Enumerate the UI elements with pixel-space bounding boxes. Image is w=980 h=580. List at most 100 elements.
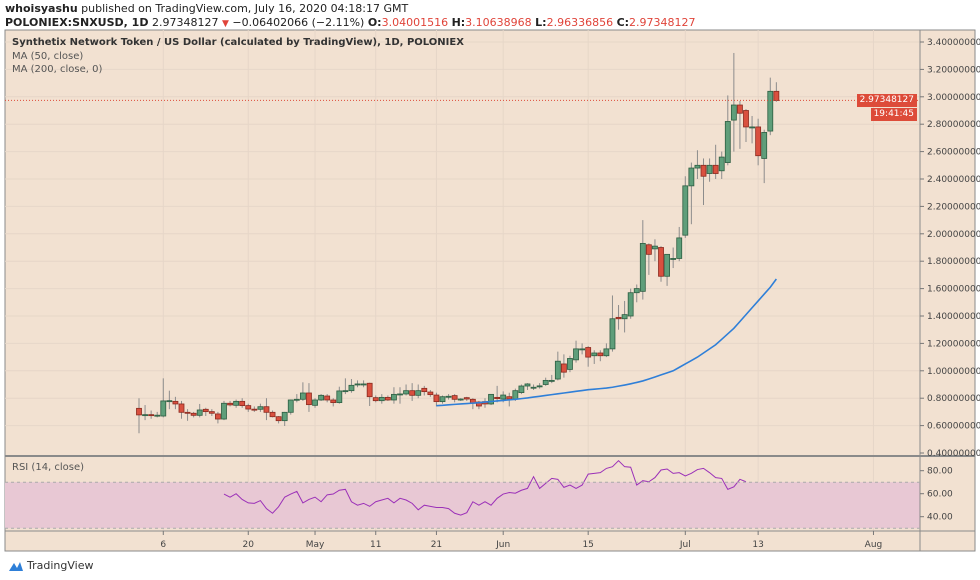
candle [664,253,670,286]
candle-body-up [154,414,161,417]
candle [269,410,276,418]
publish-info: whoisyashu published on TradingView.com,… [5,2,408,15]
candle-body-down [737,104,743,114]
candle-body-up [767,90,774,132]
candle-body-down [615,316,622,320]
candle [737,100,743,149]
author-name[interactable]: whoisyashu [5,2,78,15]
candle [633,284,640,303]
legend-ma50[interactable]: MA (50, close) [12,51,84,62]
open-label: O: [367,16,382,29]
time-tick-label: 20 [243,540,255,550]
candle [178,400,185,419]
time-tick-label: 11 [370,540,381,550]
price-tick-label: 1.80000000 [927,257,980,267]
high-label: H: [451,16,466,29]
legend-rsi[interactable]: RSI (14, close) [12,462,85,473]
candle [755,118,762,166]
candle-body-down [743,110,749,128]
candle-body-down [275,416,282,422]
candle [239,398,246,408]
candle-body-down [384,396,391,401]
candle [372,395,379,403]
candle-body-up [706,164,713,174]
candle [330,398,337,407]
main-pane-background [4,29,976,552]
publish-text: published on TradingView.com, July 16, 2… [81,2,409,15]
candle-body-up [354,383,361,386]
candle [154,411,161,418]
candle-body-down [190,412,197,416]
candle-body-down [306,392,312,406]
candle [542,377,549,386]
candle [215,411,221,424]
low-label: L: [535,16,547,29]
candle [148,410,155,419]
tradingview-logo[interactable]: TradingView [8,559,93,572]
candle [682,176,689,238]
time-tick-label: 21 [431,540,442,550]
candle [208,409,215,417]
candle [749,115,755,144]
candle [251,406,258,412]
candle-body-down [585,347,592,358]
candle-body-up [633,288,640,294]
candle-body-up [403,390,409,395]
candle-body-down [172,400,179,405]
price-tick-label: 2.80000000 [927,120,980,130]
rsi-line [223,459,747,516]
candle-body-up [682,185,689,236]
candle [287,399,294,415]
candle [245,403,252,412]
candle-body-up [676,237,683,259]
candle-body-up [312,399,318,406]
candle [445,394,452,400]
legend-ma200[interactable]: MA (200, close, 0) [12,64,103,75]
triangle-down-icon: ▼ [221,19,229,29]
candle-body-up [500,394,507,400]
brand-name: TradingView [27,559,94,572]
candle-body-up [281,411,288,422]
close-value: 2.97348127 [629,16,696,29]
candle-body-up [196,409,203,416]
candle [567,355,573,373]
candle [554,351,561,381]
price-tick-label: 2.40000000 [927,175,980,185]
candle [712,144,719,179]
candle-body-up [257,406,264,410]
candle [676,226,683,262]
candle-body-up [567,358,573,370]
candle-body-down [658,247,664,277]
candle-body-up [378,396,385,402]
candle-body-up [293,398,300,401]
candle-body-up [445,395,452,398]
candle-body-down [755,126,762,157]
candle-body-down [136,407,142,416]
candle-body-up [730,104,737,121]
candle [621,300,628,333]
candle-body-down [433,394,440,403]
time-tick-label: 13 [752,540,763,550]
price-tick-label: 0.80000000 [927,394,980,404]
time-tick-label: May [306,540,325,550]
candle-body-up [142,414,148,417]
candle [743,109,749,143]
candle-body-down [263,406,270,413]
candle [639,220,646,300]
candle-body-up [342,390,349,393]
candle [433,392,440,407]
candle [415,384,422,399]
candle [488,393,494,406]
candle-body-up [579,348,586,351]
candle-body-down [409,390,416,396]
candle [293,394,300,403]
time-tick-label: 15 [582,540,593,550]
candle [409,383,416,401]
candle-body-up [639,242,646,292]
price-tick-label: 1.40000000 [927,312,980,322]
candle-body-down [451,395,458,400]
candle-body-down [202,408,209,413]
candle [136,398,142,434]
candle [530,384,537,390]
